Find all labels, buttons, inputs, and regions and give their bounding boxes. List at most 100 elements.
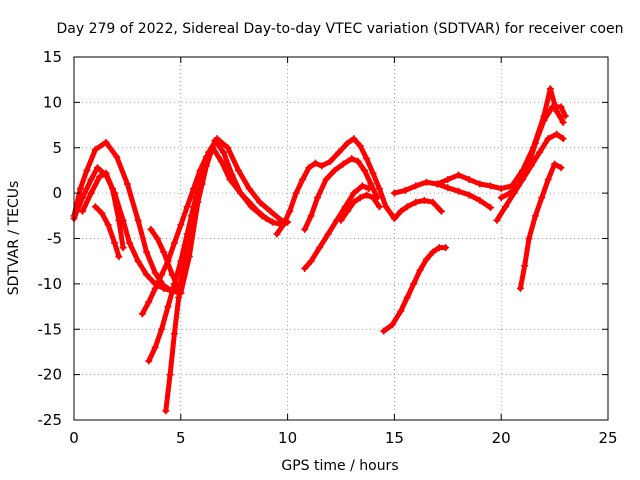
series-trace [146,136,291,364]
y-tick-label: -25 [38,411,63,429]
data-point [305,164,313,172]
data-point [403,203,411,211]
data-point [258,212,266,220]
x-tick-label: 20 [492,429,511,447]
data-point [360,166,368,174]
series-trace [274,136,444,237]
data-point [79,194,87,202]
data-point [544,176,552,184]
data-point [339,160,347,168]
data-point [454,187,462,195]
series-trace [517,161,564,291]
data-point [506,189,514,197]
data-point [525,235,533,242]
data-point [104,221,112,229]
data-point [153,235,161,242]
data-point [521,262,529,270]
data-point [205,148,213,156]
data-point [177,221,185,229]
data-point [198,180,206,188]
data-point [301,264,309,272]
data-point [416,266,424,274]
data-point [115,253,123,261]
data-point [301,225,309,233]
data-point [501,203,509,211]
data-point [444,176,452,184]
data-point [170,330,178,338]
data-point [198,171,206,179]
series-sat-e [147,136,277,297]
data-point [487,204,495,212]
y-axis-label: SDTVAR / TECUs [6,181,22,296]
y-tick-label: 15 [43,48,62,66]
data-point [256,198,264,206]
data-point [318,162,326,170]
data-point [382,203,390,211]
data-point [356,194,364,202]
data-point [134,257,142,265]
data-point [179,262,187,270]
y-tick-label: -15 [38,320,63,338]
series-sat-p [493,130,567,224]
data-point [497,194,505,202]
data-point [96,173,104,181]
data-point [93,164,101,172]
data-point [348,155,356,163]
y-tick-label: -20 [38,366,63,384]
series-sat-i [273,135,445,238]
data-point [111,239,119,247]
data-point [213,135,221,143]
data-point [354,157,362,165]
data-point [307,212,315,220]
data-point [183,235,191,242]
data-point [145,357,153,365]
data-point [422,178,430,186]
data-point [79,207,87,215]
data-point [113,153,121,161]
y-tick-label: -10 [38,275,63,293]
data-point [557,103,565,111]
data-point [561,112,569,120]
data-point [343,207,351,215]
data-point [559,118,567,126]
data-point [192,194,200,202]
x-tick-label: 25 [598,429,617,447]
data-point [234,166,242,174]
y-tick-label: 5 [52,139,62,157]
data-point [307,257,315,265]
data-point [444,184,452,192]
data-point [311,159,319,167]
data-point [166,371,174,379]
data-point [237,189,245,197]
data-point [350,189,358,197]
data-point [322,176,330,184]
y-tick-label: 10 [43,93,62,111]
data-point [540,117,548,125]
data-point [493,216,501,224]
data-point [187,212,195,220]
data-point [497,185,505,193]
data-point [487,182,495,190]
data-point [343,139,351,147]
data-point [138,310,146,318]
series-sat-m [380,244,450,335]
data-point [147,225,155,233]
data-point [91,146,99,154]
data-point [536,148,544,156]
chart-title: Day 279 of 2022, Sidereal Day-to-day VTE… [57,21,624,37]
series-sat-n [390,178,495,212]
data-point [217,157,225,165]
data-point [102,169,110,177]
y-tick-label: -5 [47,230,62,248]
y-tick-label: 0 [52,184,62,202]
data-point [531,212,539,220]
data-point [356,142,364,150]
data-point [375,203,383,211]
data-point [442,244,450,252]
data-point [126,239,134,247]
data-point [546,85,554,93]
x-axis-label: GPS time / hours [281,458,398,474]
data-point [367,180,375,188]
x-tick-label: 0 [69,429,79,447]
